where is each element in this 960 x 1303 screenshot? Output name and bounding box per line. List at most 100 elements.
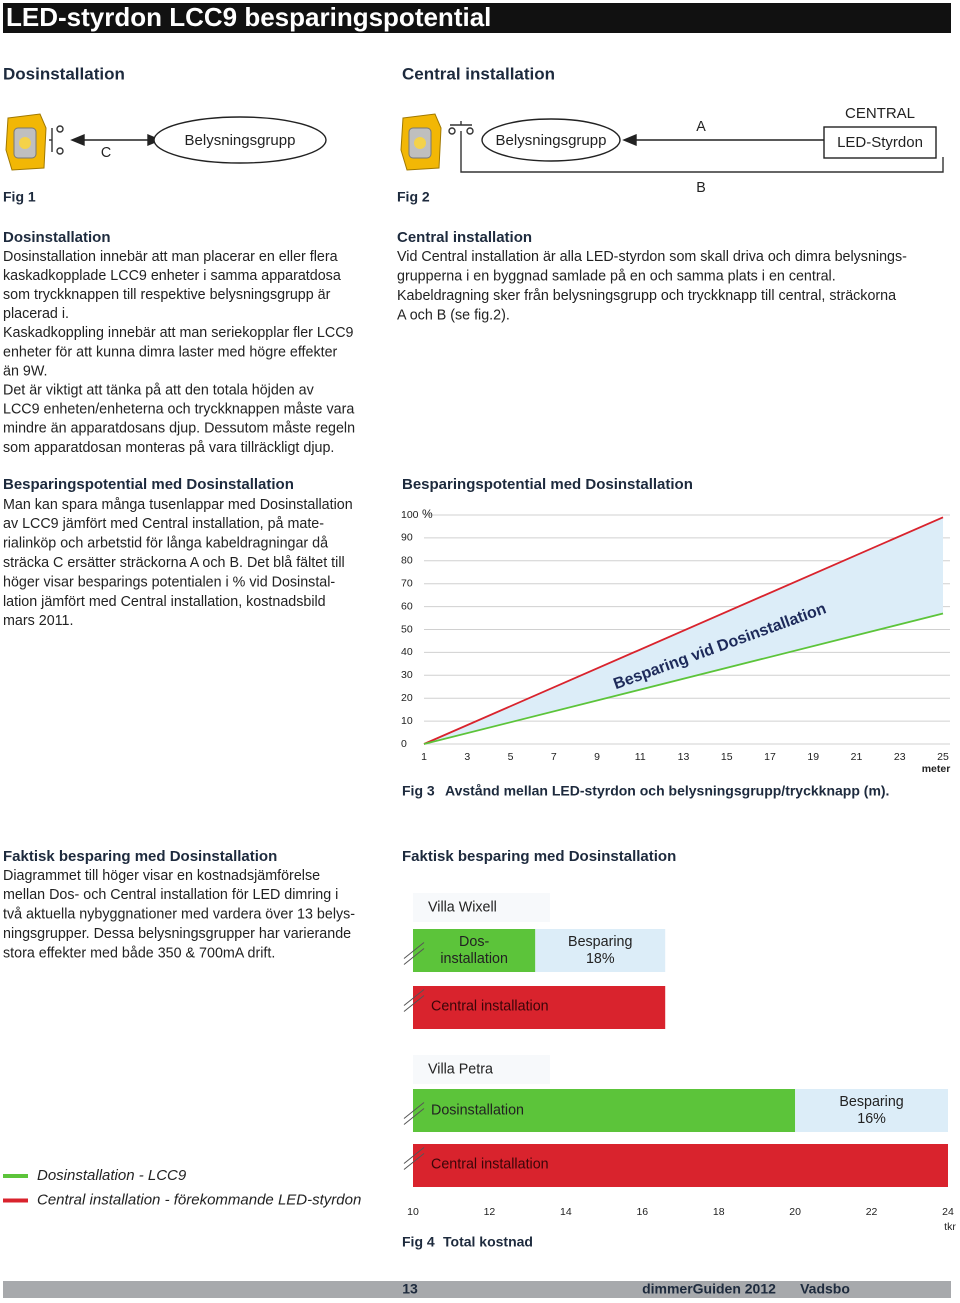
paragraph-heading: Dosinstallation (3, 229, 111, 246)
x-tick-label: 15 (721, 751, 733, 763)
paragraph-line: än 9W. (3, 363, 48, 379)
saving-band (795, 1089, 948, 1132)
bar-label: Dosinstallation (431, 1102, 524, 1118)
box-label: LED-Styrdon (837, 134, 923, 151)
x-tick-label: 1 (421, 751, 427, 763)
saving-label: Besparing (839, 1094, 903, 1110)
axis-break (403, 989, 425, 1006)
x-tick-label: 18 (713, 1206, 725, 1218)
saving-label: Besparing (568, 934, 632, 950)
x-tick-label: 10 (407, 1206, 419, 1218)
paragraph-line: ningsgrupper. Dessa belysningsgrupper ha… (3, 926, 351, 942)
x-tick-label: 13 (678, 751, 690, 763)
paragraph-line: lation jämfört med Central installation,… (3, 594, 326, 610)
bar-label: Central installation (431, 998, 549, 1014)
x-tick-label: 7 (551, 751, 557, 763)
axis-break (403, 1153, 425, 1170)
ellipse-label: Belysningsgrupp (496, 132, 607, 149)
bar (413, 1089, 796, 1132)
y-tick-label: 80 (401, 555, 413, 567)
data-line (423, 516, 944, 745)
bar-label: installation (440, 951, 508, 967)
paragraph-line: enheter för att kunna dimra laster med h… (3, 344, 338, 360)
paragraph-line: sträcka C ersätter sträckorna A och B. D… (3, 555, 345, 571)
figure-caption: Fig 3 (402, 783, 435, 799)
x-tick-label: 19 (807, 751, 819, 763)
paragraph-line: Vid Central installation är alla LED-sty… (397, 249, 907, 265)
paragraph-line: stora effekter med både 350 & 700mA drif… (3, 945, 275, 961)
diagram-label: A (696, 119, 706, 135)
y-tick-label: 20 (401, 692, 413, 704)
x-tick-label: 3 (464, 751, 470, 763)
bar (413, 929, 536, 972)
axis-break (403, 995, 425, 1012)
page-title: LED-styrdon LCC9 besparingspotential (6, 2, 491, 32)
figure-caption-text: Avstånd mellan LED-styrdon och belysning… (445, 783, 889, 799)
axis-break (403, 1147, 425, 1164)
figure-caption: Fig 4 (402, 1234, 435, 1250)
x-tick-label: 24 (942, 1206, 954, 1218)
paragraph-line: höger visar besparings potentialen i % v… (3, 574, 335, 590)
figure-caption-text: Total kostnad (443, 1234, 533, 1250)
y-tick-label: 10 (401, 715, 413, 727)
x-tick-label: 5 (508, 751, 514, 763)
figure-caption: Fig 2 (397, 189, 430, 205)
x-tick-label: 25 (937, 751, 949, 763)
paragraph-line: mindre än apparatdosans djup. Dessutom m… (3, 421, 355, 437)
diagram-label: B (696, 180, 706, 196)
x-tick-label: 14 (560, 1206, 572, 1218)
y-tick-label: 30 (401, 669, 413, 681)
footer-brand: Vadsbo (800, 1281, 850, 1297)
paragraph-line: Kaskadkoppling innebär att man seriekopp… (3, 325, 354, 341)
title-bar (3, 3, 951, 33)
paragraph-line: Man kan spara många tusenlappar med Dosi… (3, 497, 353, 513)
x-tick-label: 23 (894, 751, 906, 763)
paragraph-line: av LCC9 jämfört med Central installation… (3, 516, 324, 532)
x-tick-label: 17 (764, 751, 776, 763)
paragraph-line: Kabeldragning sker från belysningsgrupp … (397, 288, 896, 304)
chart-title: Besparingspotential med Dosinstallation (402, 476, 693, 493)
x-tick-label: 9 (594, 751, 600, 763)
footer-bar (3, 1281, 951, 1298)
y-tick-label: 100 (401, 509, 419, 521)
paragraph-line: grupperna i en byggnad samlade på en och… (397, 268, 836, 284)
section-heading: Central installation (402, 64, 555, 83)
y-tick-label: 70 (401, 577, 413, 589)
diagram-label: CENTRAL (845, 105, 915, 122)
switch-symbol (448, 121, 944, 173)
x-tick-label: 21 (851, 751, 863, 763)
paragraph-line: två aktuella nybyggnationer med vardera … (3, 907, 355, 923)
saving-value-label: 16% (857, 1111, 886, 1127)
paragraph-line: kaskadkopplade LCC9 enheter i samma appa… (3, 268, 341, 284)
connection-arrow (70, 133, 162, 147)
legend-label: Dosinstallation - LCC9 (37, 1167, 187, 1184)
page-number: 13 (402, 1281, 418, 1297)
x-tick-label: 20 (789, 1206, 801, 1218)
group-ellipse (153, 116, 327, 164)
x-tick-label: 16 (636, 1206, 648, 1218)
section-heading: Dosinstallation (3, 64, 125, 83)
paragraph-line: Diagrammet till höger visar en kostnadsj… (3, 868, 320, 884)
saving-value-label: 18% (586, 951, 615, 967)
data-line (423, 612, 944, 745)
y-tick-label: 50 (401, 623, 413, 635)
bar-label: Central installation (431, 1156, 549, 1172)
dimmer-icon (5, 113, 47, 171)
paragraph-line: Det är viktigt att tänka på att den tota… (3, 382, 315, 398)
figure-caption: Fig 1 (3, 189, 36, 205)
paragraph-line: A och B (se fig.2). (397, 308, 510, 324)
switch-symbol (49, 125, 64, 155)
chart-title: Faktisk besparing med Dosinstallation (402, 848, 676, 865)
bar (413, 1144, 948, 1187)
y-tick-label: 90 (401, 532, 413, 544)
footer-publication: dimmerGuiden 2012 (642, 1281, 776, 1297)
axis-break (403, 1108, 425, 1125)
paragraph-heading: Central installation (397, 229, 532, 246)
paragraph-line: som apparatdosan monteras på vara tillrä… (3, 440, 334, 456)
paragraph-line: Dosinstallation innebär att man placerar… (3, 249, 338, 265)
bar (413, 986, 666, 1029)
paragraph-line: mars 2011. (3, 613, 73, 629)
ellipse-label: Belysningsgrupp (185, 132, 296, 149)
paragraph-heading: Besparingspotential med Dosinstallation (3, 476, 294, 493)
